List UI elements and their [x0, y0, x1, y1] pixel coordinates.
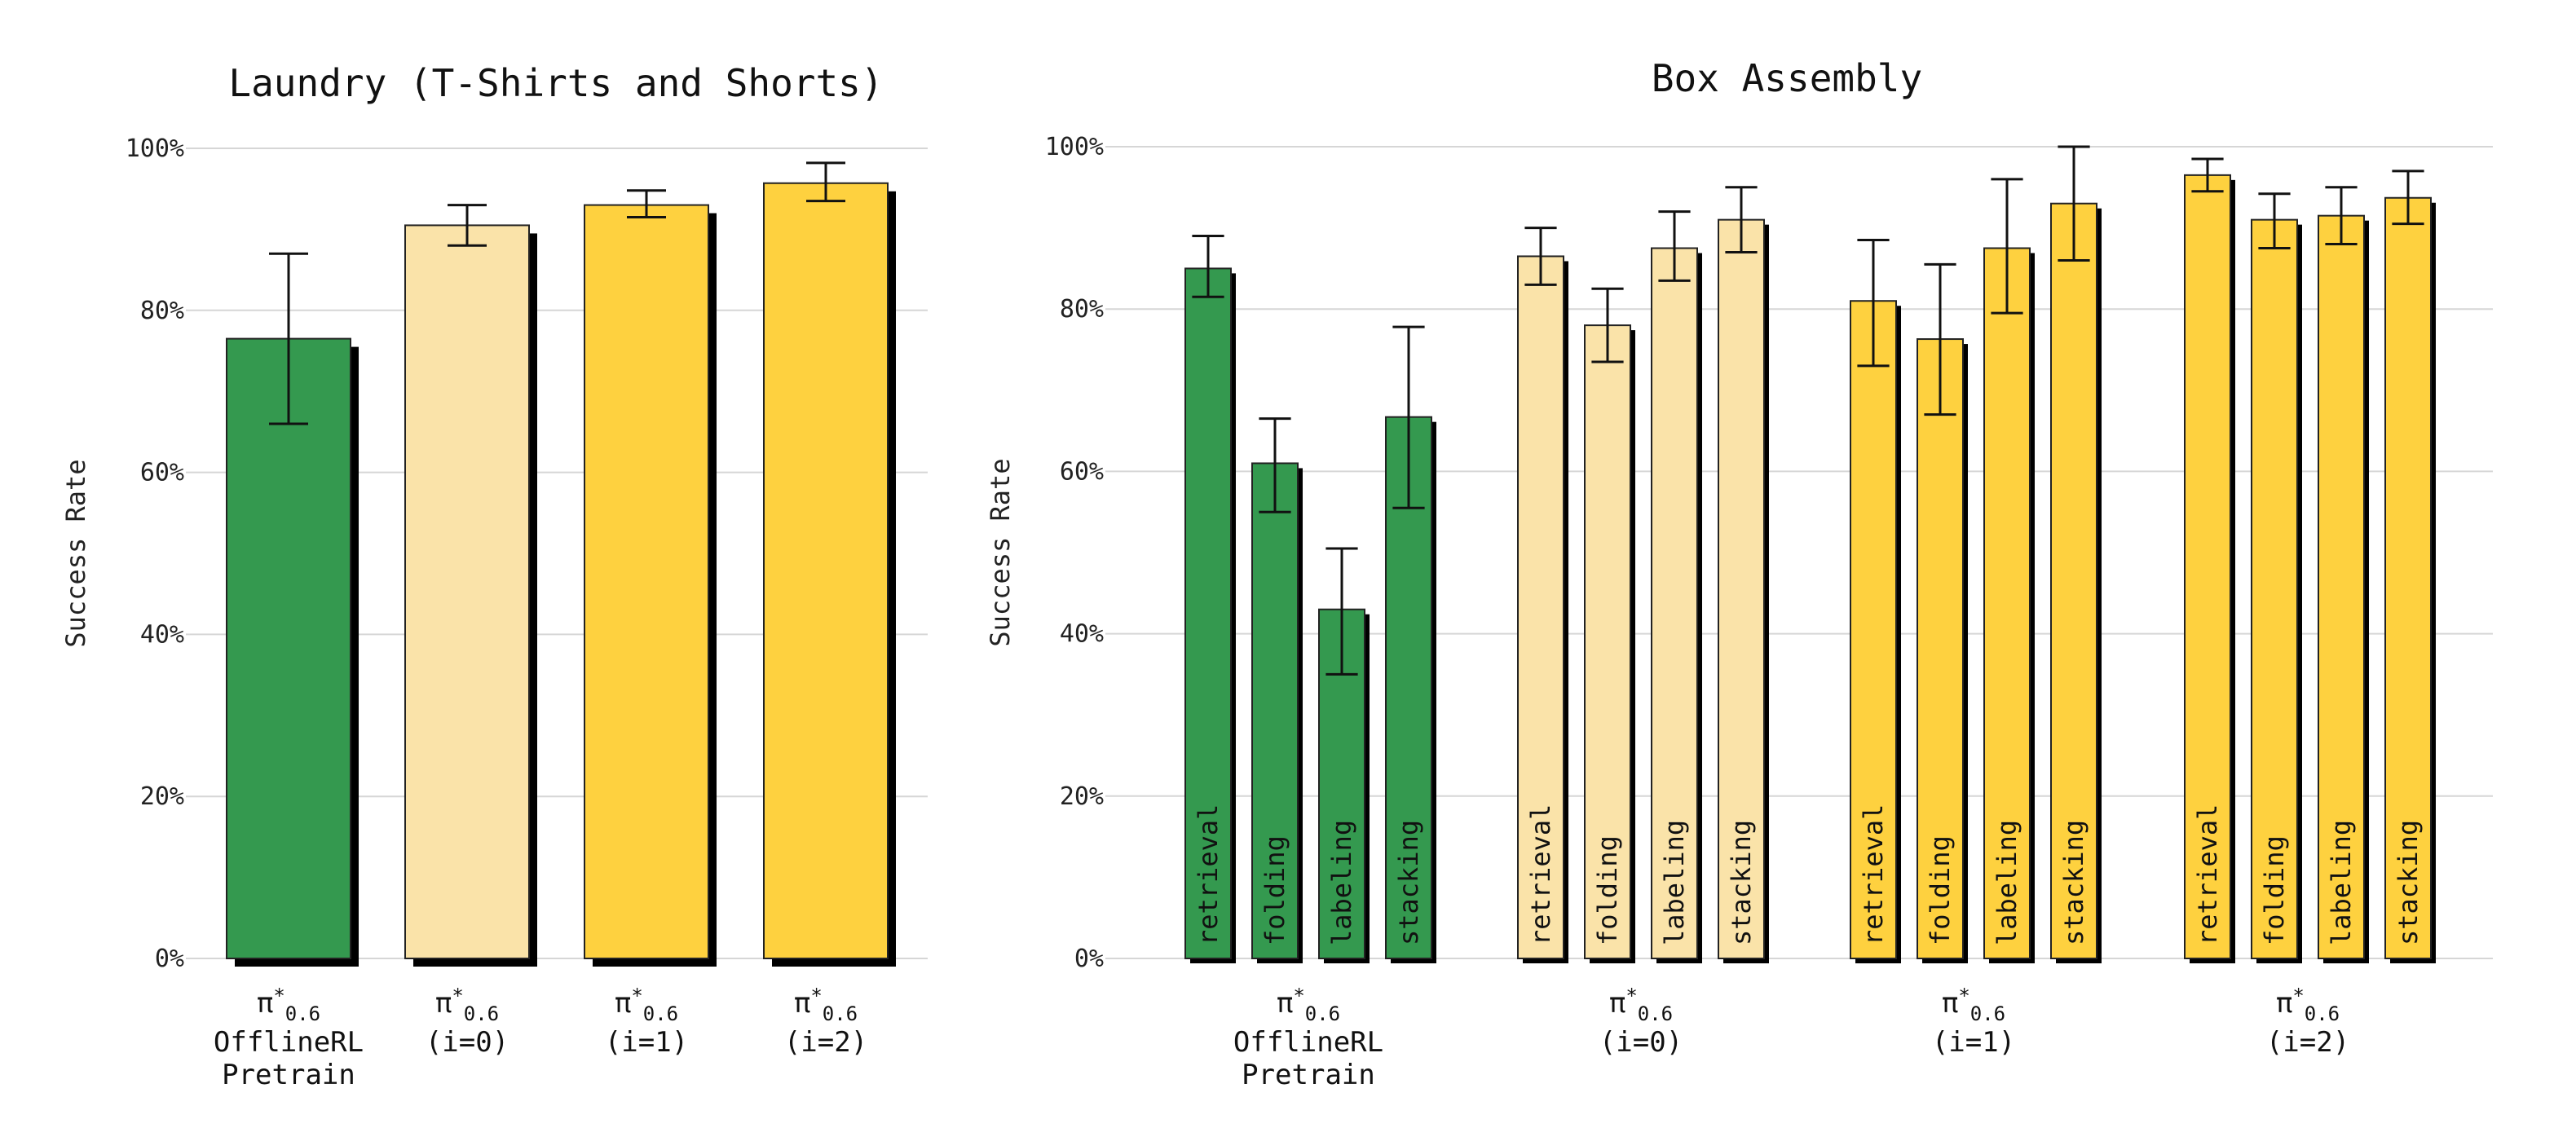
- box-bar: [1184, 267, 1232, 959]
- box-task-label: stacking: [2393, 820, 2424, 945]
- box-task-label: labeling: [1326, 820, 1357, 945]
- box-category-symbol: π*0.6: [1277, 985, 1340, 1025]
- box-bar: [2251, 218, 2298, 959]
- box-task-label: retrieval: [1858, 804, 1889, 945]
- box-ytick-label: 40%: [1060, 620, 1104, 649]
- box-ytick-label: 0%: [1074, 945, 1104, 973]
- box-category-symbol: π*0.6: [2276, 985, 2340, 1025]
- box-bar: [1651, 247, 1698, 959]
- box-task-label: labeling: [2326, 820, 2357, 945]
- box-task-label: folding: [2259, 835, 2290, 945]
- laundry-chart-title: Laundry (T-Shirts and Shorts): [228, 61, 883, 105]
- box-ytick-label: 20%: [1060, 782, 1104, 811]
- box-ytick-label: 80%: [1060, 295, 1104, 324]
- box-task-label: retrieval: [2192, 804, 2223, 945]
- laundry-category-symbol: π*0.6: [257, 985, 320, 1025]
- box-ytick-label: 60%: [1060, 457, 1104, 486]
- laundry-category-symbol: π*0.6: [615, 985, 678, 1025]
- box-bar: [2184, 174, 2231, 960]
- laundry-category-label: (i=0): [426, 1026, 509, 1059]
- box-bar: [1917, 338, 1964, 959]
- laundry-ytick-label: 100%: [126, 134, 184, 163]
- laundry-category-label: Pretrain: [222, 1059, 355, 1091]
- box-assembly-chart: 0% 20% 40% 60% 80% 100% Success Rate Box Assemb…: [985, 56, 2493, 1091]
- laundry-ytick-label: 60%: [140, 459, 184, 487]
- box-ytick-label: 100%: [1045, 133, 1104, 161]
- box-y-axis-label: Success Rate: [985, 458, 1016, 646]
- box-task-label: stacking: [2058, 820, 2089, 945]
- box-category-label: (i=0): [1599, 1026, 1683, 1059]
- laundry-category-symbol: π*0.6: [435, 985, 499, 1025]
- laundry-y-axis-label: Success Rate: [60, 459, 91, 647]
- box-chart-title: Box Assembly: [1652, 56, 1922, 100]
- box-bar: [1584, 324, 1631, 959]
- laundry-ytick-label: 0%: [155, 945, 184, 973]
- box-task-label: folding: [1259, 835, 1290, 945]
- box-task-label: labeling: [1659, 820, 1690, 945]
- box-category-symbol: π*0.6: [1942, 985, 2005, 1025]
- box-category-label: (i=2): [2266, 1026, 2349, 1059]
- laundry-category-label: (i=2): [784, 1026, 867, 1059]
- laundry-chart: 0% 20% 40% 60% 80% 100% Success Rate Laundry (T…: [60, 61, 928, 1091]
- laundry-bar: [404, 224, 530, 959]
- laundry-category-label: OfflineRL: [214, 1026, 364, 1059]
- box-bar: [1251, 462, 1299, 959]
- laundry-bar: [226, 337, 351, 959]
- box-category-symbol: π*0.6: [1609, 985, 1673, 1025]
- box-task-label: retrieval: [1193, 804, 1224, 945]
- box-task-label: stacking: [1726, 820, 1757, 945]
- box-category-label: OfflineRL: [1233, 1026, 1383, 1059]
- box-category-label: Pretrain: [1242, 1059, 1375, 1091]
- box-bar: [1850, 300, 1897, 959]
- laundry-category-symbol: π*0.6: [794, 985, 858, 1025]
- laundry-bar: [763, 182, 889, 959]
- box-bar: [2384, 196, 2432, 960]
- box-task-label: folding: [1592, 835, 1623, 945]
- laundry-bar: [584, 204, 709, 959]
- laundry-ytick-label: 20%: [140, 782, 184, 811]
- laundry-ytick-label: 40%: [140, 620, 184, 649]
- laundry-ytick-label: 80%: [140, 297, 184, 325]
- box-category-label: (i=1): [1932, 1026, 2015, 1059]
- box-task-label: stacking: [1393, 820, 1424, 945]
- box-task-label: labeling: [1992, 820, 2022, 945]
- box-task-label: folding: [1925, 835, 1956, 945]
- box-bar: [1718, 218, 1765, 959]
- laundry-category-label: (i=1): [605, 1026, 688, 1059]
- box-task-label: retrieval: [1525, 804, 1556, 945]
